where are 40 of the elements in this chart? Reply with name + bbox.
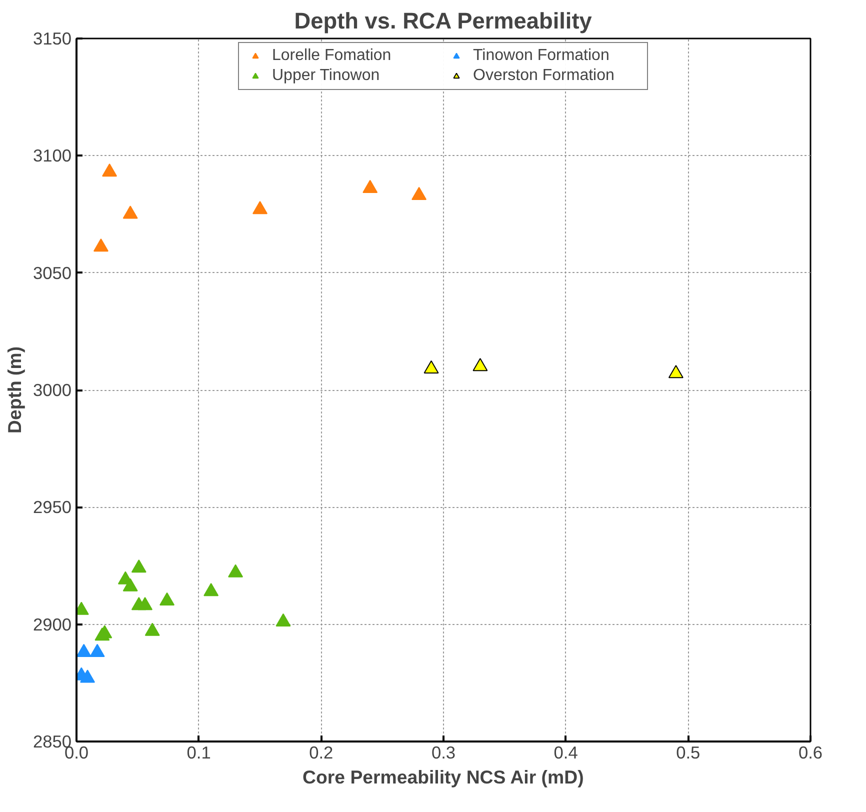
point <box>424 360 439 374</box>
point <box>228 564 244 578</box>
y-tick-label: 3050 <box>32 262 72 283</box>
point <box>94 627 110 641</box>
legend-label: Overston Formation <box>473 67 616 85</box>
point <box>412 186 427 200</box>
x-axis-title: Core Permeability NCS Air (mD) <box>302 766 584 788</box>
x-tick-label: 0.6 <box>798 742 823 762</box>
point <box>102 163 118 177</box>
point <box>144 622 160 636</box>
point <box>138 597 153 610</box>
point <box>76 644 92 657</box>
point <box>668 365 684 378</box>
y-axis-title: Depth (m) <box>4 346 25 434</box>
chart-title: Depth vs. RCA Permeability <box>294 8 592 34</box>
point <box>472 358 488 372</box>
x-tick-label: 0.1 <box>186 742 211 762</box>
y-tick-label: 3100 <box>32 146 72 166</box>
point <box>362 180 378 194</box>
point <box>122 578 138 592</box>
y-tick-label: 2900 <box>32 614 72 634</box>
point <box>90 644 105 657</box>
point <box>160 592 175 606</box>
legend-label: Lorelle Fomation <box>272 47 392 65</box>
point <box>204 582 219 596</box>
point <box>122 206 138 219</box>
x-tick-label: 0.3 <box>431 742 456 762</box>
y-tick-label: 3150 <box>32 28 72 48</box>
x-tick-label: 0.2 <box>309 742 334 762</box>
y-tick-label: 3000 <box>32 380 72 400</box>
point <box>252 200 268 214</box>
point <box>93 238 108 252</box>
legend-label: Upper Tinowon <box>272 67 381 85</box>
x-tick-label: 0.5 <box>676 742 700 762</box>
y-tick-label: 2950 <box>32 497 72 518</box>
point <box>80 670 96 683</box>
legend-label: Tinowon Formation <box>473 47 610 65</box>
x-tick-label: 0.4 <box>554 742 578 762</box>
point <box>276 613 291 627</box>
point <box>131 560 146 573</box>
